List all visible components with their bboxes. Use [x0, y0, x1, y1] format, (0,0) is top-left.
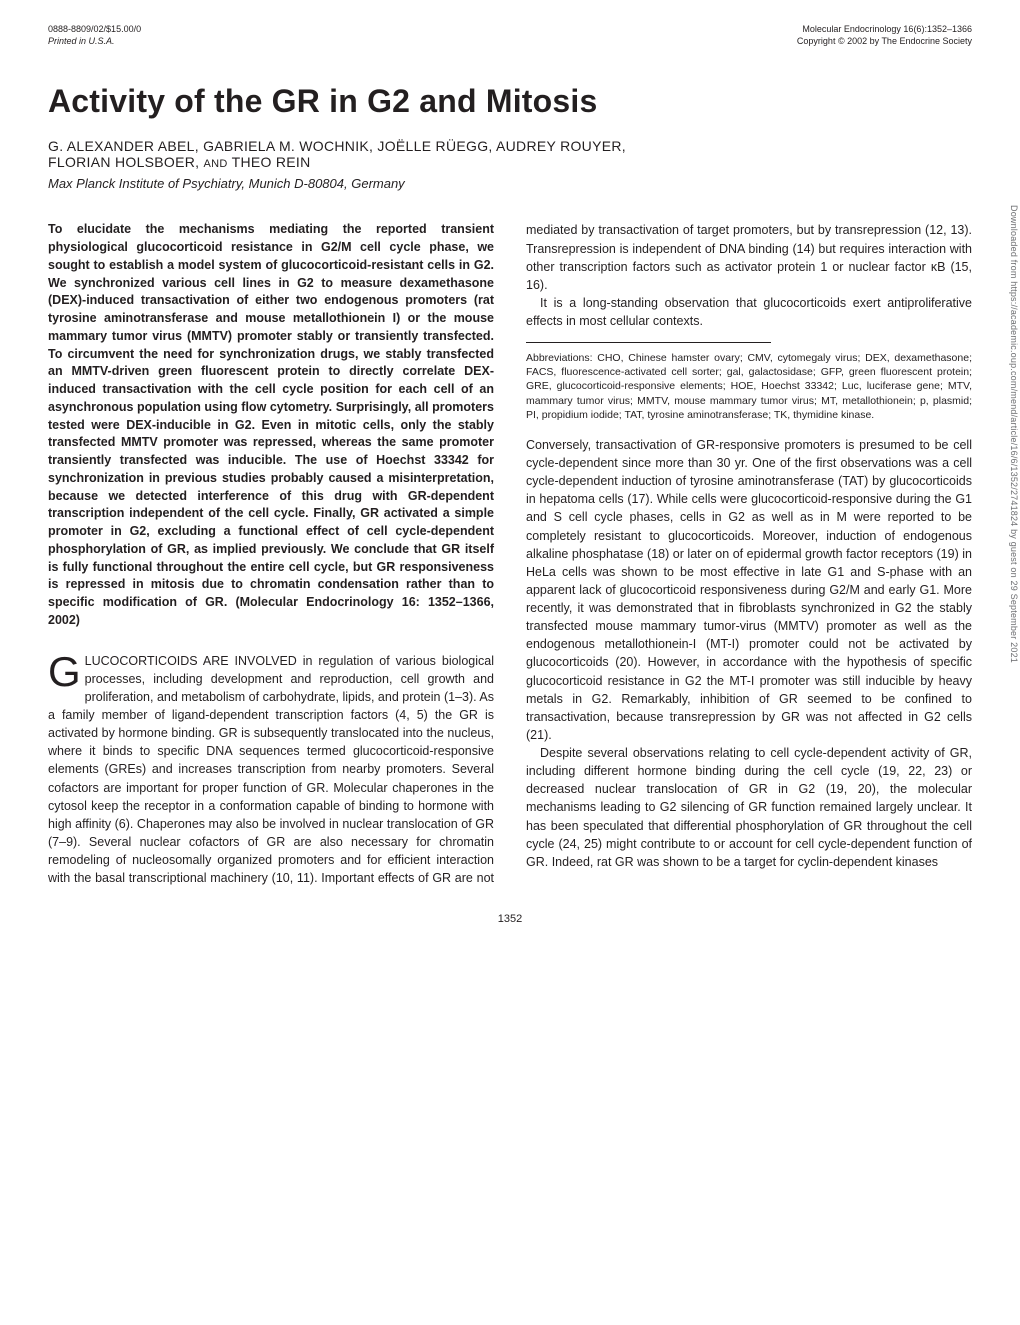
header-right-line2: Copyright © 2002 by The Endocrine Societ…: [797, 36, 972, 48]
authors-line2: FLORIAN HOLSBOER, AND THEO REIN: [48, 154, 972, 170]
page-number: 1352: [48, 913, 972, 925]
running-header: 0888-8809/02/$15.00/0 Printed in U.S.A. …: [48, 24, 972, 47]
authors-line2a: FLORIAN HOLSBOER,: [48, 154, 204, 170]
header-right: Molecular Endocrinology 16(6):1352–1366 …: [797, 24, 972, 47]
paragraph-4: Despite several observations relating to…: [526, 744, 972, 871]
authors: G. ALEXANDER ABEL, GABRIELA M. WOCHNIK, …: [48, 138, 972, 170]
header-left-line2: Printed in U.S.A.: [48, 36, 141, 48]
authors-line1: G. ALEXANDER ABEL, GABRIELA M. WOCHNIK, …: [48, 138, 972, 154]
download-watermark: Downloaded from https://academic.oup.com…: [1009, 205, 1019, 663]
article-title: Activity of the GR in G2 and Mitosis: [48, 83, 972, 120]
affiliation: Max Planck Institute of Psychiatry, Muni…: [48, 176, 972, 191]
footnote-rule: [526, 342, 771, 343]
paragraph-2: It is a long-standing observation that g…: [526, 294, 972, 330]
header-right-line1: Molecular Endocrinology 16(6):1352–1366: [797, 24, 972, 36]
abbreviations-footnote: Abbreviations: CHO, Chinese hamster ovar…: [526, 351, 972, 422]
abstract: To elucidate the mechanisms mediating th…: [48, 221, 494, 629]
paragraph-3: Conversely, transactivation of GR-respon…: [526, 436, 972, 744]
drop-cap: G: [48, 652, 85, 690]
authors-and: AND: [204, 158, 228, 170]
header-left: 0888-8809/02/$15.00/0 Printed in U.S.A.: [48, 24, 141, 47]
page: 0888-8809/02/$15.00/0 Printed in U.S.A. …: [0, 0, 1020, 965]
header-left-line1: 0888-8809/02/$15.00/0: [48, 24, 141, 36]
two-column-region: To elucidate the mechanisms mediating th…: [48, 221, 972, 887]
authors-line2b: THEO REIN: [228, 154, 311, 170]
